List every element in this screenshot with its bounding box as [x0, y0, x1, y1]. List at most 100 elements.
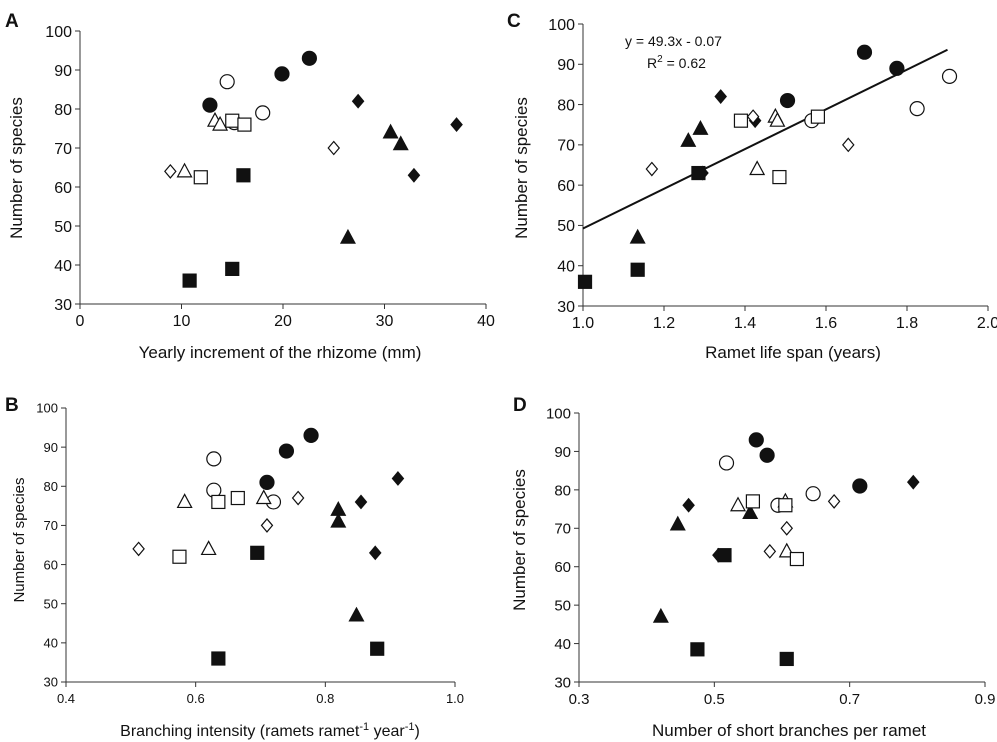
data-point-circle-filled	[303, 427, 319, 443]
y-axis-label-b: Number of species	[11, 477, 28, 602]
x-tick-label: 2.0	[977, 315, 997, 332]
data-point-diamond-open	[746, 109, 760, 125]
data-point-square-open	[772, 169, 787, 185]
data-point-square-filled	[630, 262, 645, 277]
data-point-triangle-filled	[629, 228, 646, 244]
x-tick-label: 0.8	[316, 691, 334, 706]
x-tick-label: 1.0	[446, 691, 464, 706]
y-axis-label-a: Number of species	[7, 97, 26, 239]
y-tick-label: 70	[554, 521, 571, 538]
data-point-square-open	[237, 117, 252, 132]
data-point-circle-filled	[889, 60, 905, 76]
data-point-diamond-filled	[391, 471, 405, 486]
data-point-square-filled	[717, 548, 732, 563]
y-tick-label: 80	[557, 97, 575, 114]
y-tick-label: 30	[44, 675, 58, 690]
y-tick-label: 90	[554, 444, 571, 461]
x-tick-label: 0.3	[569, 691, 590, 708]
data-point-triangle-filled	[692, 119, 709, 135]
x-tick-label: 0	[76, 313, 85, 330]
x-tick-label: 40	[477, 313, 495, 330]
data-point-diamond-open	[827, 493, 841, 509]
y-tick-label: 50	[54, 219, 72, 236]
panel-b: B Number of species Branching intensity …	[5, 395, 464, 740]
data-point-square-filled	[250, 545, 265, 560]
data-point-square-open	[172, 549, 187, 564]
data-point-triangle-filled	[339, 228, 356, 244]
y-tick-label: 40	[557, 258, 575, 275]
panel-c: C Number of species Ramet life span (yea…	[507, 11, 997, 362]
data-point-diamond-open	[164, 163, 177, 179]
y-tick-label: 50	[44, 596, 58, 611]
data-point-diamond-open	[327, 140, 341, 156]
axes-d: 30 40 50 60 70 80 90 100 0.3 0.5 0.7 0.9	[546, 405, 995, 708]
y-tick-label: 100	[548, 17, 575, 34]
y-tick-label: 40	[54, 258, 72, 275]
data-point-circle-open	[718, 455, 735, 471]
x-axis-label-a: Yearly increment of the rhizome (mm)	[139, 343, 422, 362]
y-tick-label: 40	[44, 636, 58, 651]
data-points-b	[132, 427, 405, 666]
y-tick-label: 60	[54, 180, 72, 197]
y-tick-label: 90	[557, 57, 575, 74]
x-axis-label-b: Branching intensity (ramets ramet-1 year…	[120, 721, 420, 740]
data-point-triangle-open	[769, 111, 786, 127]
y-tick-label: 80	[554, 482, 571, 499]
x-tick-label: 1.2	[653, 315, 675, 332]
axes-c: 30 40 50 60 70 80 90 100 1.0 1.2 1.4 1.6 1.8 2.0	[548, 17, 997, 332]
data-point-circle-filled	[852, 478, 868, 494]
data-point-square-open	[810, 109, 826, 124]
panel-label-b: B	[5, 395, 19, 416]
data-point-triangle-open	[212, 115, 229, 131]
y-axis-label-d: Number of species	[510, 469, 529, 611]
data-point-square-filled	[211, 651, 226, 666]
data-point-triangle-open	[730, 496, 747, 512]
data-point-triangle-open	[176, 493, 193, 509]
x-tick-label: 1.8	[896, 315, 918, 332]
y-tick-label: 30	[554, 674, 571, 691]
y-tick-label: 70	[54, 141, 72, 158]
x-axis-label-c: Ramet life span (years)	[705, 343, 881, 362]
panel-label-c: C	[507, 11, 521, 32]
data-point-circle-filled	[748, 432, 764, 448]
data-point-diamond-filled	[906, 474, 920, 490]
data-point-circle-filled	[856, 44, 873, 60]
data-point-diamond-open	[291, 490, 305, 506]
y-tick-label: 70	[557, 138, 575, 155]
data-point-triangle-filled	[382, 123, 399, 139]
data-point-diamond-open	[260, 517, 274, 533]
x-tick-label: 1.0	[572, 315, 594, 332]
data-point-circle-filled	[759, 447, 775, 463]
x-tick-label: 1.6	[815, 315, 837, 332]
data-point-square-filled	[236, 168, 251, 183]
data-point-diamond-filled	[354, 494, 368, 510]
data-point-circle-filled	[259, 474, 275, 490]
panel-label-d: D	[513, 395, 527, 416]
data-point-circle-open	[219, 74, 235, 90]
data-point-circle-filled	[274, 66, 290, 82]
x-tick-label: 0.7	[839, 691, 860, 708]
y-tick-label: 100	[36, 401, 58, 416]
r-squared-label: R2 = 0.62	[647, 54, 706, 71]
data-point-square-filled	[370, 641, 385, 656]
data-point-circle-open	[206, 451, 222, 467]
y-axis-label-c: Number of species	[512, 97, 531, 239]
x-tick-label: 0.4	[57, 691, 75, 706]
data-point-diamond-filled	[714, 89, 727, 104]
y-tick-label: 30	[54, 297, 72, 314]
data-point-circle-filled	[202, 97, 218, 113]
data-point-triangle-open	[255, 489, 272, 505]
axes-b: 30 40 50 60 70 80 90 100 0.4 0.6 0.8 1.0	[36, 401, 464, 706]
data-point-diamond-open	[763, 543, 777, 559]
panel-a: A Number of species Yearly increment of …	[5, 11, 495, 362]
y-tick-label: 60	[44, 557, 58, 572]
data-point-circle-open	[941, 68, 958, 84]
data-point-triangle-filled	[680, 132, 697, 147]
data-point-circle-open	[255, 105, 271, 121]
data-point-square-filled	[691, 165, 706, 181]
data-point-square-open	[225, 113, 240, 128]
data-point-triangle-open	[176, 162, 193, 178]
y-tick-label: 80	[44, 479, 58, 494]
data-point-square-open	[211, 494, 226, 510]
